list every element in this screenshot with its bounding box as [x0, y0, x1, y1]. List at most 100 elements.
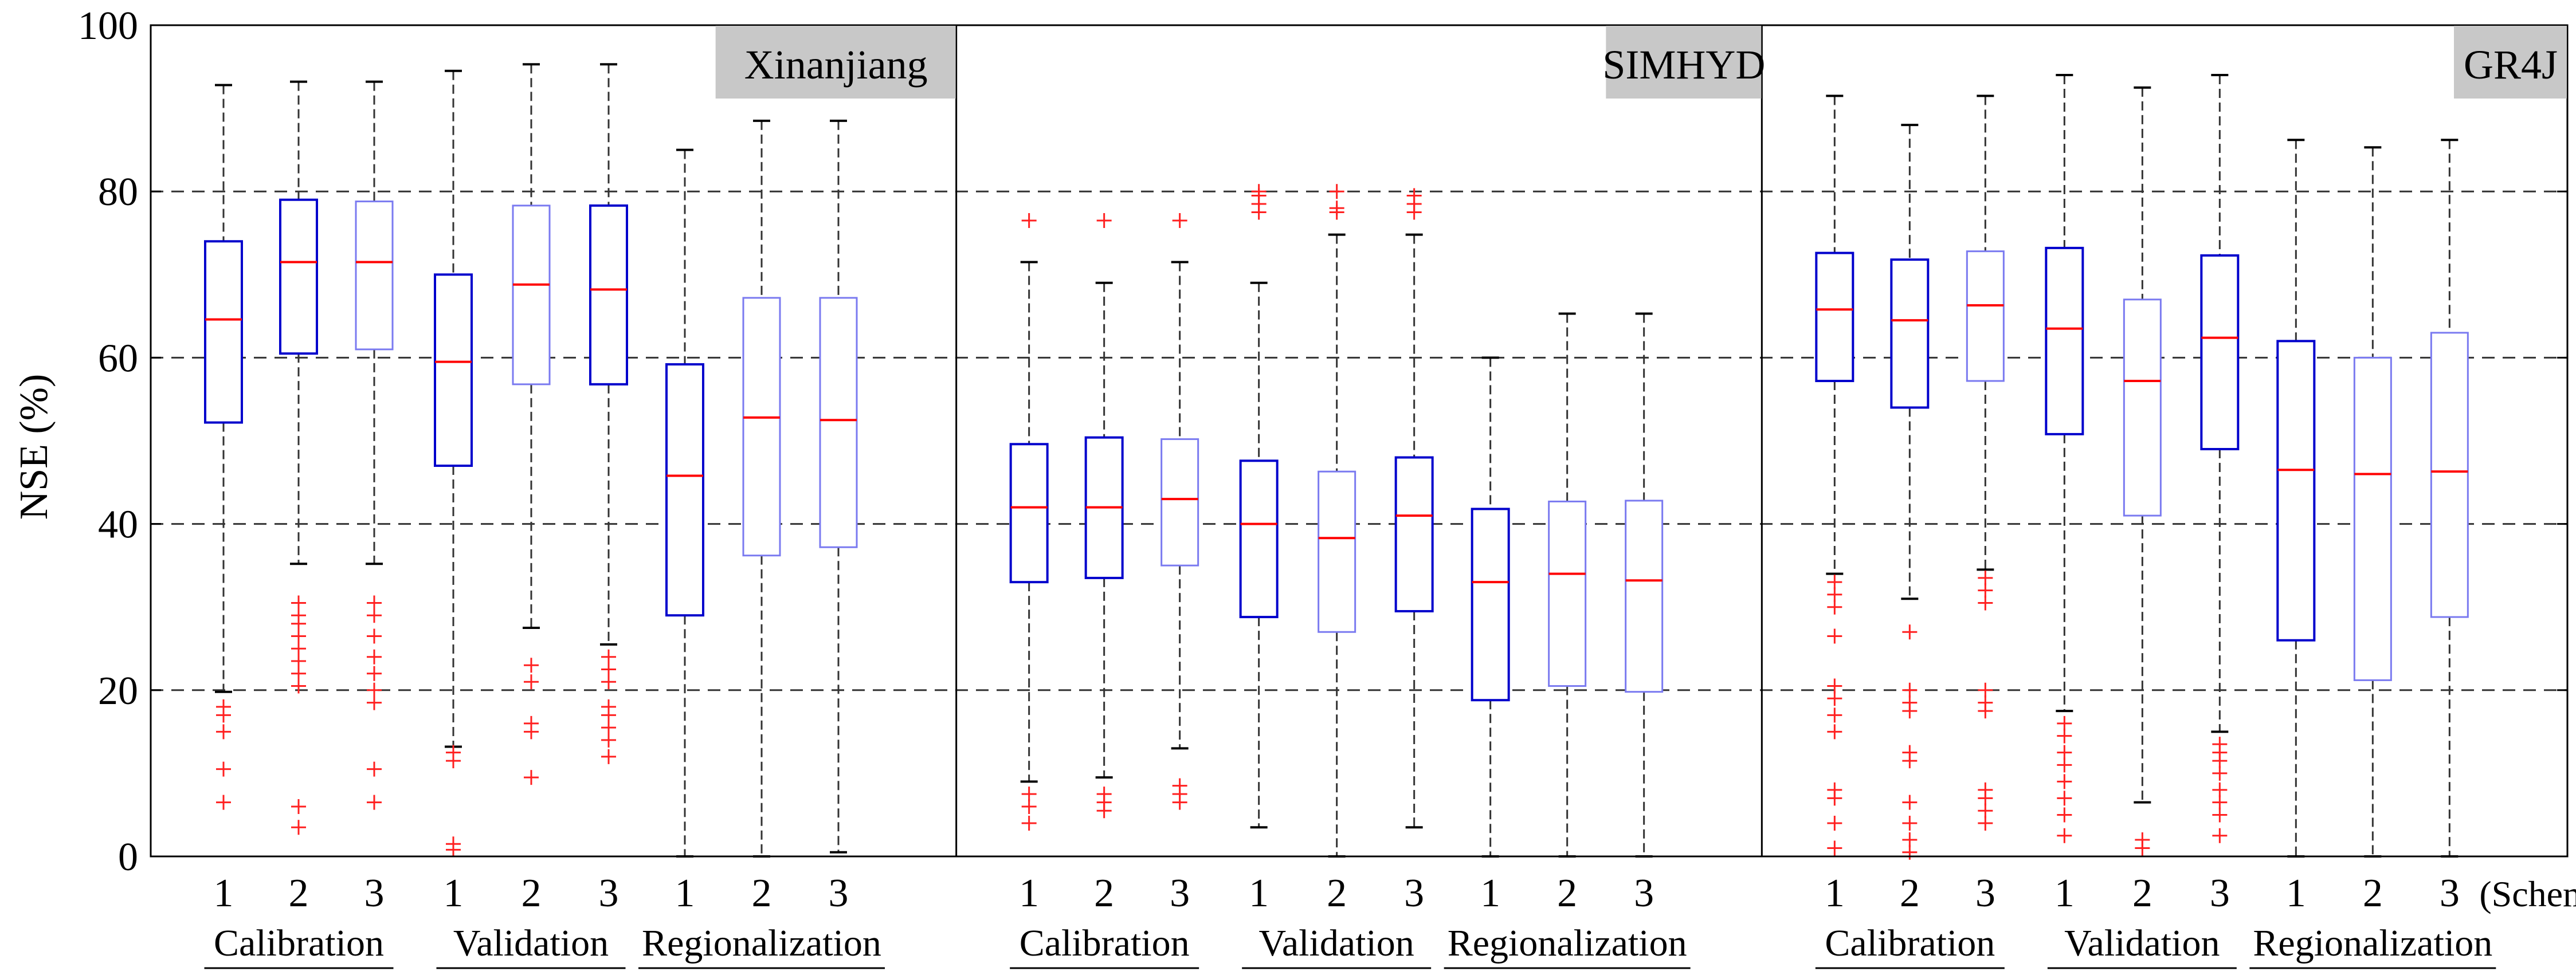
outlier-point [1902, 795, 1918, 810]
box-xinanjiang-regionalization-1 [665, 148, 704, 858]
scheme-label: 3 [364, 871, 385, 915]
outlier-point [524, 715, 539, 731]
outlier-point [2135, 832, 2150, 847]
outlier-point [216, 724, 231, 740]
box-xinanjiang-validation-2 [512, 63, 551, 785]
outlier-point [1902, 745, 1918, 760]
period-label-calibration: Calibration [1825, 922, 1995, 964]
y-tick-label: 40 [98, 503, 138, 547]
outlier-point [2212, 828, 2228, 843]
outlier-point [2212, 737, 2228, 752]
outlier-point [216, 699, 231, 714]
scheme-label: 1 [214, 871, 234, 915]
box-gr4j-calibration-3 [1966, 95, 2005, 831]
box-simhyd-validation-3 [1394, 188, 1434, 829]
scheme-label: 3 [1404, 871, 1424, 915]
box-iqr [2200, 254, 2240, 451]
outlier-point [524, 658, 539, 673]
outlier-point [1406, 188, 1422, 203]
outlier-point [1827, 724, 1842, 740]
outlier-point [446, 745, 461, 760]
scheme-label: 1 [2054, 871, 2075, 915]
box-simhyd-validation-2 [1318, 184, 1356, 858]
box-iqr [665, 363, 704, 617]
y-axis-title: NSE (%) [12, 374, 56, 520]
box-plots [204, 63, 2469, 860]
outlier-point [2057, 774, 2072, 789]
grid-lines [151, 190, 2567, 691]
scheme-label: 1 [444, 871, 464, 915]
outlier-point [1902, 832, 1918, 847]
outlier-point [291, 666, 306, 681]
outlier-point [1827, 691, 1842, 706]
outlier-point [291, 799, 306, 814]
outlier-point [291, 595, 306, 611]
outlier-point [446, 836, 461, 852]
outlier-point [1902, 695, 1918, 710]
outlier-point [1021, 213, 1037, 228]
outlier-point [367, 628, 382, 644]
box-gr4j-validation-2 [2123, 86, 2162, 856]
period-label-regionalization: Regionalization [642, 922, 881, 964]
model-label-bg [1606, 26, 1762, 99]
outlier-point [1902, 815, 1918, 831]
outlier-point [1902, 624, 1918, 640]
scheme-label: 1 [1019, 871, 1039, 915]
box-iqr [204, 240, 243, 424]
outlier-point [1978, 682, 1993, 698]
outlier-point [367, 608, 382, 623]
scheme-label: 2 [522, 871, 542, 915]
outlier-point [1827, 587, 1842, 602]
outlier-point [2212, 765, 2228, 781]
scheme-label: 3 [1170, 871, 1190, 915]
period-label-regionalization: Regionalization [1448, 922, 1687, 964]
outlier-point [2057, 745, 2072, 760]
scheme-label: 3 [599, 871, 619, 915]
box-xinanjiang-regionalization-2 [742, 119, 781, 858]
scheme-label: 1 [1480, 871, 1500, 915]
scheme-label: 1 [1249, 871, 1269, 915]
outlier-point [291, 678, 306, 694]
box-iqr [434, 273, 473, 467]
box-gr4j-validation-1 [2045, 74, 2084, 843]
y-tick-label: 100 [78, 4, 138, 48]
box-iqr [2353, 356, 2392, 681]
outlier-point [367, 649, 382, 665]
outlier-point [601, 732, 616, 748]
plot-frame [150, 24, 2569, 858]
outlier-point [601, 749, 616, 764]
scheme-label: 2 [752, 871, 772, 915]
outlier-point [601, 720, 616, 736]
box-iqr [2045, 246, 2084, 435]
outlier-point [1978, 570, 1993, 585]
outlier-point [1021, 815, 1037, 831]
box-gr4j-regionalization-2 [2353, 146, 2392, 858]
box-iqr [355, 200, 394, 351]
outlier-point [1827, 599, 1842, 615]
scheme-label: 3 [2210, 871, 2230, 915]
y-tick-label: 80 [98, 170, 138, 214]
outlier-point [1329, 184, 1344, 199]
box-simhyd-validation-1 [1239, 184, 1279, 829]
outlier-point [216, 761, 231, 777]
outlier-point [291, 820, 306, 835]
box-iqr [1966, 250, 2005, 382]
scheme-label: 2 [1557, 871, 1577, 915]
outlier-point [1827, 628, 1842, 644]
scheme-label: 3 [829, 871, 849, 915]
outlier-point [367, 761, 382, 777]
outlier-point [1096, 787, 1112, 802]
scheme-label: 2 [1327, 871, 1347, 915]
scheme-suffix: (Scheme) [2479, 874, 2576, 914]
outlier-point [1978, 583, 1993, 598]
period-label-validation: Validation [1259, 922, 1414, 964]
box-iqr [279, 198, 318, 355]
outlier-point [2212, 795, 2228, 810]
scheme-label: 2 [289, 871, 309, 915]
box-iqr [1471, 508, 1510, 702]
scheme-label: 1 [1825, 871, 1845, 915]
scheme-label: 3 [2440, 871, 2460, 915]
outlier-point [601, 674, 616, 690]
